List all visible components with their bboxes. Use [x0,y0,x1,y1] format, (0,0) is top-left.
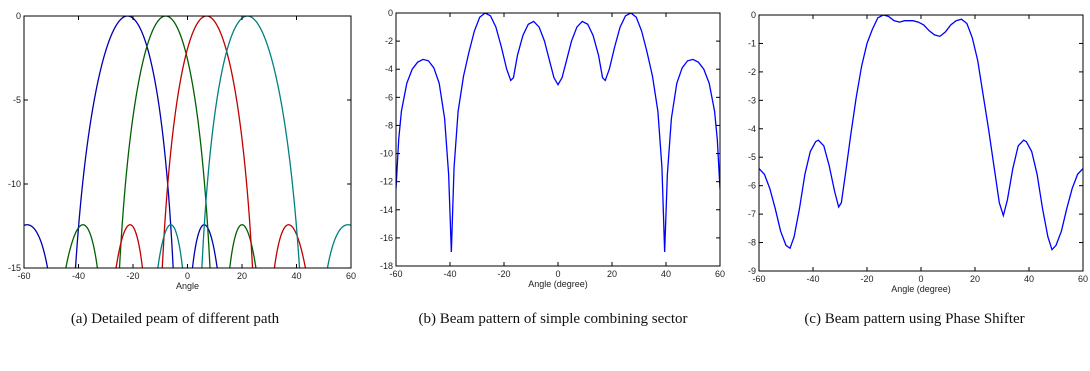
x-tick-label: -20 [126,271,139,281]
chart-b: -60 -40 -20 0 20 40 60 -18 -16 -14 -12 -10 -8 -6 -4 -2 0… [368,0,728,305]
x-tick-label: 20 [237,271,247,281]
y-tick-label: -10 [8,179,21,189]
x-axis-label: Angle (degree) [528,279,588,289]
chart-a: -60 -40 -20 0 20 40 60 -15 -10 -5 0 Angle [0,0,360,305]
series-line-4 [157,16,351,268]
y-tick-label: -6 [748,181,756,191]
y-tick-label: -5 [13,95,21,105]
y-tick-label: -2 [748,67,756,77]
y-tick-label: 0 [16,11,21,21]
y-tick-label: -10 [380,149,393,159]
y-tick-label: -7 [748,209,756,219]
x-tick-label: 40 [291,271,301,281]
y-tick-label: -4 [385,64,393,74]
plot-frame [758,14,1084,272]
x-tick-label: 20 [607,269,617,279]
x-tick-label: -20 [497,269,510,279]
caption-b: (b) Beam pattern of simple combining sec… [418,311,688,327]
plot-frame [23,15,352,269]
series-line-1 [24,16,218,268]
x-tick-label: 20 [970,274,980,284]
x-tick-label: -40 [806,274,819,284]
x-tick-label: 60 [346,271,356,281]
x-axis-label: Angle (degree) [891,284,951,294]
y-tick-label: -5 [748,152,756,162]
y-tick-label: -8 [385,120,393,130]
plot-frame [395,12,721,267]
x-tick-label: 0 [555,269,560,279]
y-tick-label: -15 [8,263,21,273]
x-tick-label: 0 [185,271,190,281]
x-tick-label: -60 [389,269,402,279]
chart-c-svg: -60 -40 -20 0 20 40 60-9-8-7-6-5-4-3-2-10Angle… [748,10,1088,294]
series-line-1 [759,15,1083,251]
x-tick-label: 40 [1024,274,1034,284]
x-tick-label: -60 [752,274,765,284]
x-axis-label: Angle [176,281,199,291]
x-tick-label: 60 [1078,274,1088,284]
y-tick-label: -18 [380,261,393,271]
x-tick-label: -20 [860,274,873,284]
x-tick-label: 0 [918,274,923,284]
series-line-3 [115,16,307,268]
y-tick-label: -4 [748,124,756,134]
series-line-2 [65,16,257,268]
x-tick-label: -40 [443,269,456,279]
x-tick-label: 40 [661,269,671,279]
y-tick-label: 0 [388,8,393,18]
series-line-1 [396,13,720,252]
chart-c: -60 -40 -20 0 20 40 60 -9 -8 -7 -6 -5 -4 -3 -2 -1 0 Angle… [738,0,1090,305]
y-tick-label: -1 [748,38,756,48]
caption-a: (a) Detailed peam of different path [70,311,280,327]
y-tick-label: 0 [751,10,756,20]
y-tick-label: -8 [748,238,756,248]
chart-b-svg: -60 -40 -20 0 20 40 60-18-16-14-12-10-8-6-4-20… [380,8,725,289]
y-tick-label: -6 [385,92,393,102]
caption-c: (c) Beam pattern using Phase Shifter [804,311,1025,327]
y-tick-label: -12 [380,177,393,187]
y-tick-label: -2 [385,36,393,46]
y-tick-label: -16 [380,233,393,243]
x-tick-label: 60 [715,269,725,279]
y-tick-label: -9 [748,266,756,276]
y-tick-label: -14 [380,205,393,215]
y-tick-label: -3 [748,95,756,105]
x-tick-label: -40 [72,271,85,281]
x-tick-label: -60 [17,271,30,281]
